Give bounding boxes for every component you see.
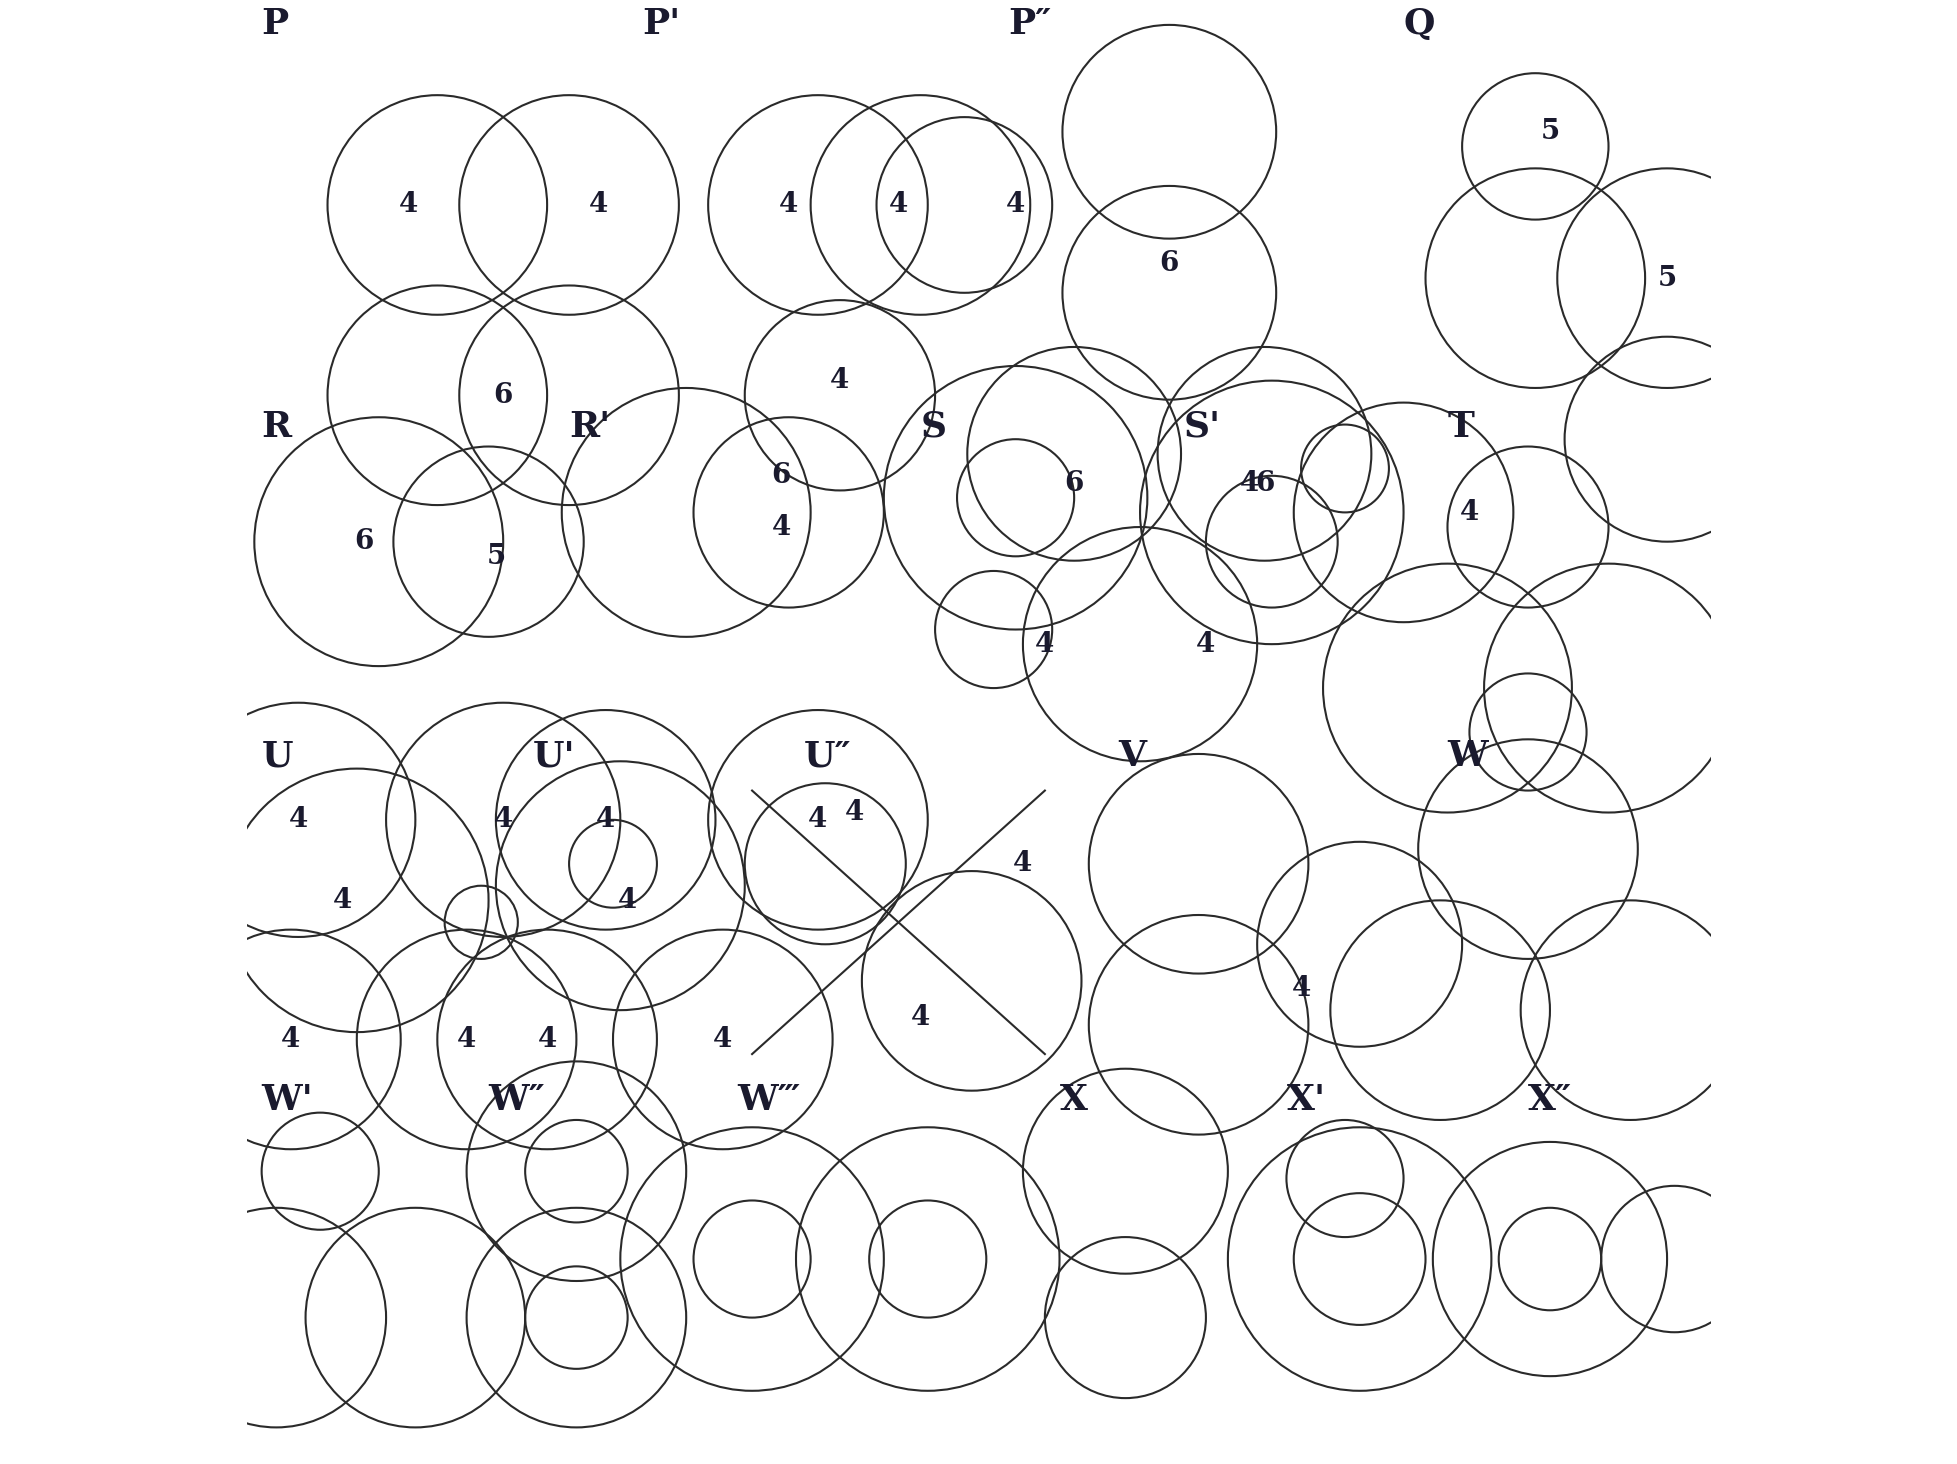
Text: 4: 4 [1006,192,1025,218]
Text: 4: 4 [1292,975,1309,1001]
Text: 4: 4 [618,887,636,914]
Text: 4: 4 [282,1026,299,1053]
Text: 4: 4 [456,1026,476,1053]
Text: 6: 6 [493,382,513,408]
Text: 4: 4 [595,807,614,833]
Text: 4: 4 [538,1026,556,1053]
Text: V: V [1117,739,1145,773]
Text: W‴: W‴ [738,1083,800,1117]
Text: X': X' [1286,1083,1325,1117]
Text: 6: 6 [1159,250,1178,277]
Text: P': P' [642,7,681,41]
Text: X″: X″ [1526,1083,1571,1117]
Text: S': S' [1184,410,1221,444]
Text: 4: 4 [397,192,417,218]
Text: 4: 4 [333,887,352,914]
Text: Q: Q [1403,7,1434,41]
Text: W': W' [262,1083,313,1117]
Text: W″: W″ [489,1083,546,1117]
Text: 4: 4 [1035,631,1055,657]
Text: U': U' [532,739,575,773]
Text: R': R' [569,410,611,444]
Text: W: W [1446,739,1487,773]
Text: U″: U″ [802,739,851,773]
Text: 4: 4 [910,1004,930,1031]
Text: 6: 6 [1254,470,1274,496]
Text: 4: 4 [1014,851,1031,877]
Text: T: T [1446,410,1474,444]
Text: U: U [262,739,294,773]
Text: S: S [920,410,945,444]
Text: 4: 4 [1460,499,1478,526]
Text: 6: 6 [1065,470,1084,496]
Text: 4: 4 [845,799,863,826]
Text: 4: 4 [712,1026,732,1053]
Text: 4: 4 [1239,470,1258,496]
Text: 4: 4 [771,514,791,540]
Text: 5: 5 [1540,119,1560,145]
Text: 4: 4 [888,192,908,218]
Text: P: P [262,7,288,41]
Text: 5: 5 [1658,265,1675,291]
Text: 4: 4 [808,807,828,833]
Text: 4: 4 [493,807,513,833]
Text: 4: 4 [1196,631,1215,657]
Text: 4: 4 [589,192,609,218]
Text: 6: 6 [771,463,791,489]
Text: 4: 4 [830,367,849,394]
Text: 4: 4 [288,807,307,833]
Text: X: X [1059,1083,1086,1117]
Text: P″: P″ [1008,7,1051,41]
Text: R: R [262,410,292,444]
Text: 6: 6 [354,529,374,555]
Text: 4: 4 [779,192,798,218]
Text: 5: 5 [485,543,505,569]
